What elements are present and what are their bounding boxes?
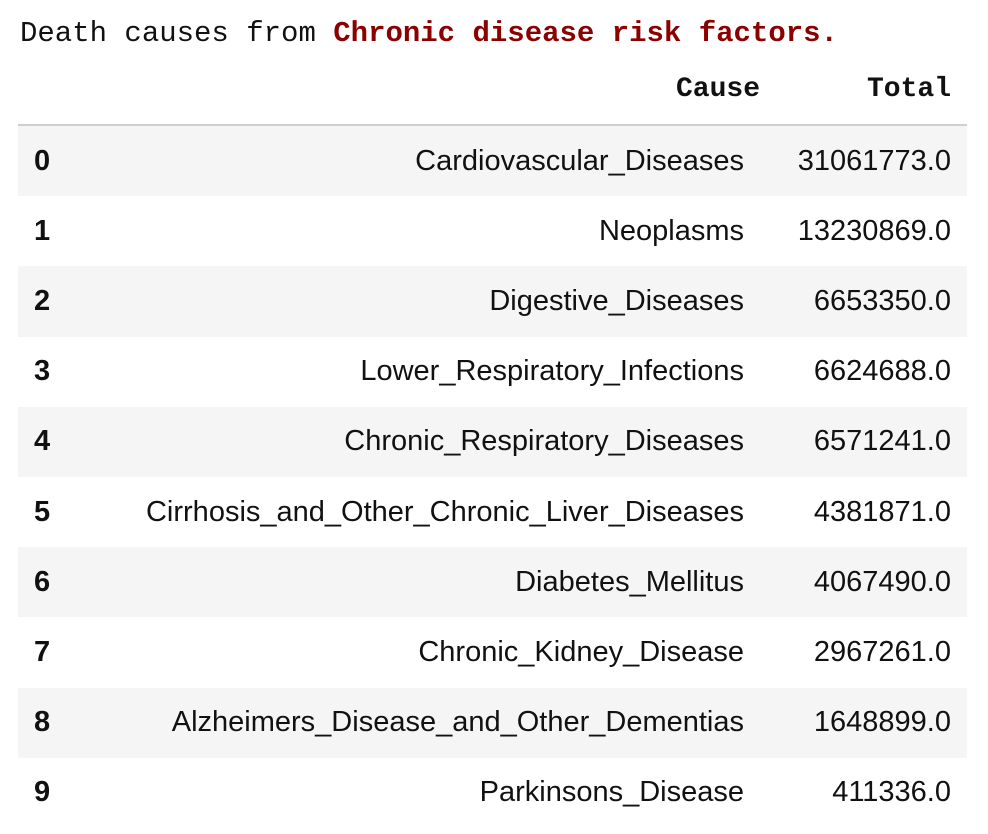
- cause-cell: Alzheimers_Disease_and_Other_Dementias: [171, 706, 744, 739]
- table-row: 7 Chronic_Kidney_Disease 2967261.0: [18, 617, 967, 687]
- table-row: 3 Lower_Respiratory_Infections 6624688.0: [18, 337, 967, 407]
- cause-cell: Neoplasms: [598, 214, 744, 247]
- row-index: 6: [34, 565, 51, 598]
- caption-prefix: Death causes from: [20, 17, 334, 50]
- row-index: 9: [34, 776, 51, 809]
- row-index: 5: [34, 495, 51, 528]
- cause-cell: Lower_Respiratory_Infections: [360, 355, 744, 388]
- total-cell: 6624688.0: [813, 355, 951, 388]
- table-caption: Death causes from Chronic disease risk f…: [20, 16, 838, 52]
- cause-cell: Chronic_Respiratory_Diseases: [344, 425, 744, 458]
- table-row: 9 Parkinsons_Disease 411336.0: [18, 758, 967, 828]
- table-header: Cause Total: [18, 54, 967, 126]
- total-cell: 4067490.0: [813, 565, 951, 598]
- total-cell: 1648899.0: [813, 706, 951, 739]
- header-row: Cause Total: [18, 54, 967, 126]
- row-index: 1: [34, 214, 51, 247]
- cause-cell: Digestive_Diseases: [489, 284, 744, 317]
- cause-cell: Cirrhosis_and_Other_Chronic_Liver_Diseas…: [145, 495, 744, 528]
- table-row: 8 Alzheimers_Disease_and_Other_Dementias…: [18, 687, 967, 758]
- table-body: 0 Cardiovascular_Diseases 31061773.0 1 N…: [18, 125, 967, 828]
- table-row: 0 Cardiovascular_Diseases 31061773.0: [18, 125, 967, 197]
- table-row: 1 Neoplasms 13230869.0: [18, 196, 967, 266]
- table-row: 6 Diabetes_Mellitus 4067490.0: [18, 547, 967, 618]
- column-header-total: Total: [776, 54, 967, 126]
- column-header-cause: Cause: [84, 54, 776, 126]
- table-row: 5 Cirrhosis_and_Other_Chronic_Liver_Dise…: [18, 477, 967, 547]
- total-cell: 13230869.0: [797, 214, 951, 247]
- row-index: 7: [34, 635, 51, 668]
- index-header: [18, 54, 84, 126]
- total-cell: 6653350.0: [813, 284, 951, 317]
- row-index: 2: [34, 284, 51, 317]
- caption-highlight: Chronic disease risk factors.: [333, 17, 838, 50]
- dataframe-table: Cause Total 0 Cardiovascular_Diseases 31…: [18, 54, 967, 828]
- total-cell: 411336.0: [832, 776, 951, 809]
- cause-cell: Chronic_Kidney_Disease: [418, 635, 744, 668]
- cause-cell: Cardiovascular_Diseases: [415, 144, 744, 177]
- table-row: 2 Digestive_Diseases 6653350.0: [18, 266, 967, 337]
- total-cell: 6571241.0: [813, 425, 951, 458]
- table-row: 4 Chronic_Respiratory_Diseases 6571241.0: [18, 406, 967, 477]
- row-index: 0: [34, 144, 51, 177]
- total-cell: 2967261.0: [813, 635, 951, 668]
- total-cell: 4381871.0: [813, 495, 951, 528]
- cause-cell: Parkinsons_Disease: [479, 776, 744, 809]
- row-index: 4: [34, 425, 51, 458]
- cause-cell: Diabetes_Mellitus: [515, 565, 744, 598]
- total-cell: 31061773.0: [797, 144, 951, 177]
- row-index: 3: [34, 355, 51, 388]
- row-index: 8: [34, 706, 51, 739]
